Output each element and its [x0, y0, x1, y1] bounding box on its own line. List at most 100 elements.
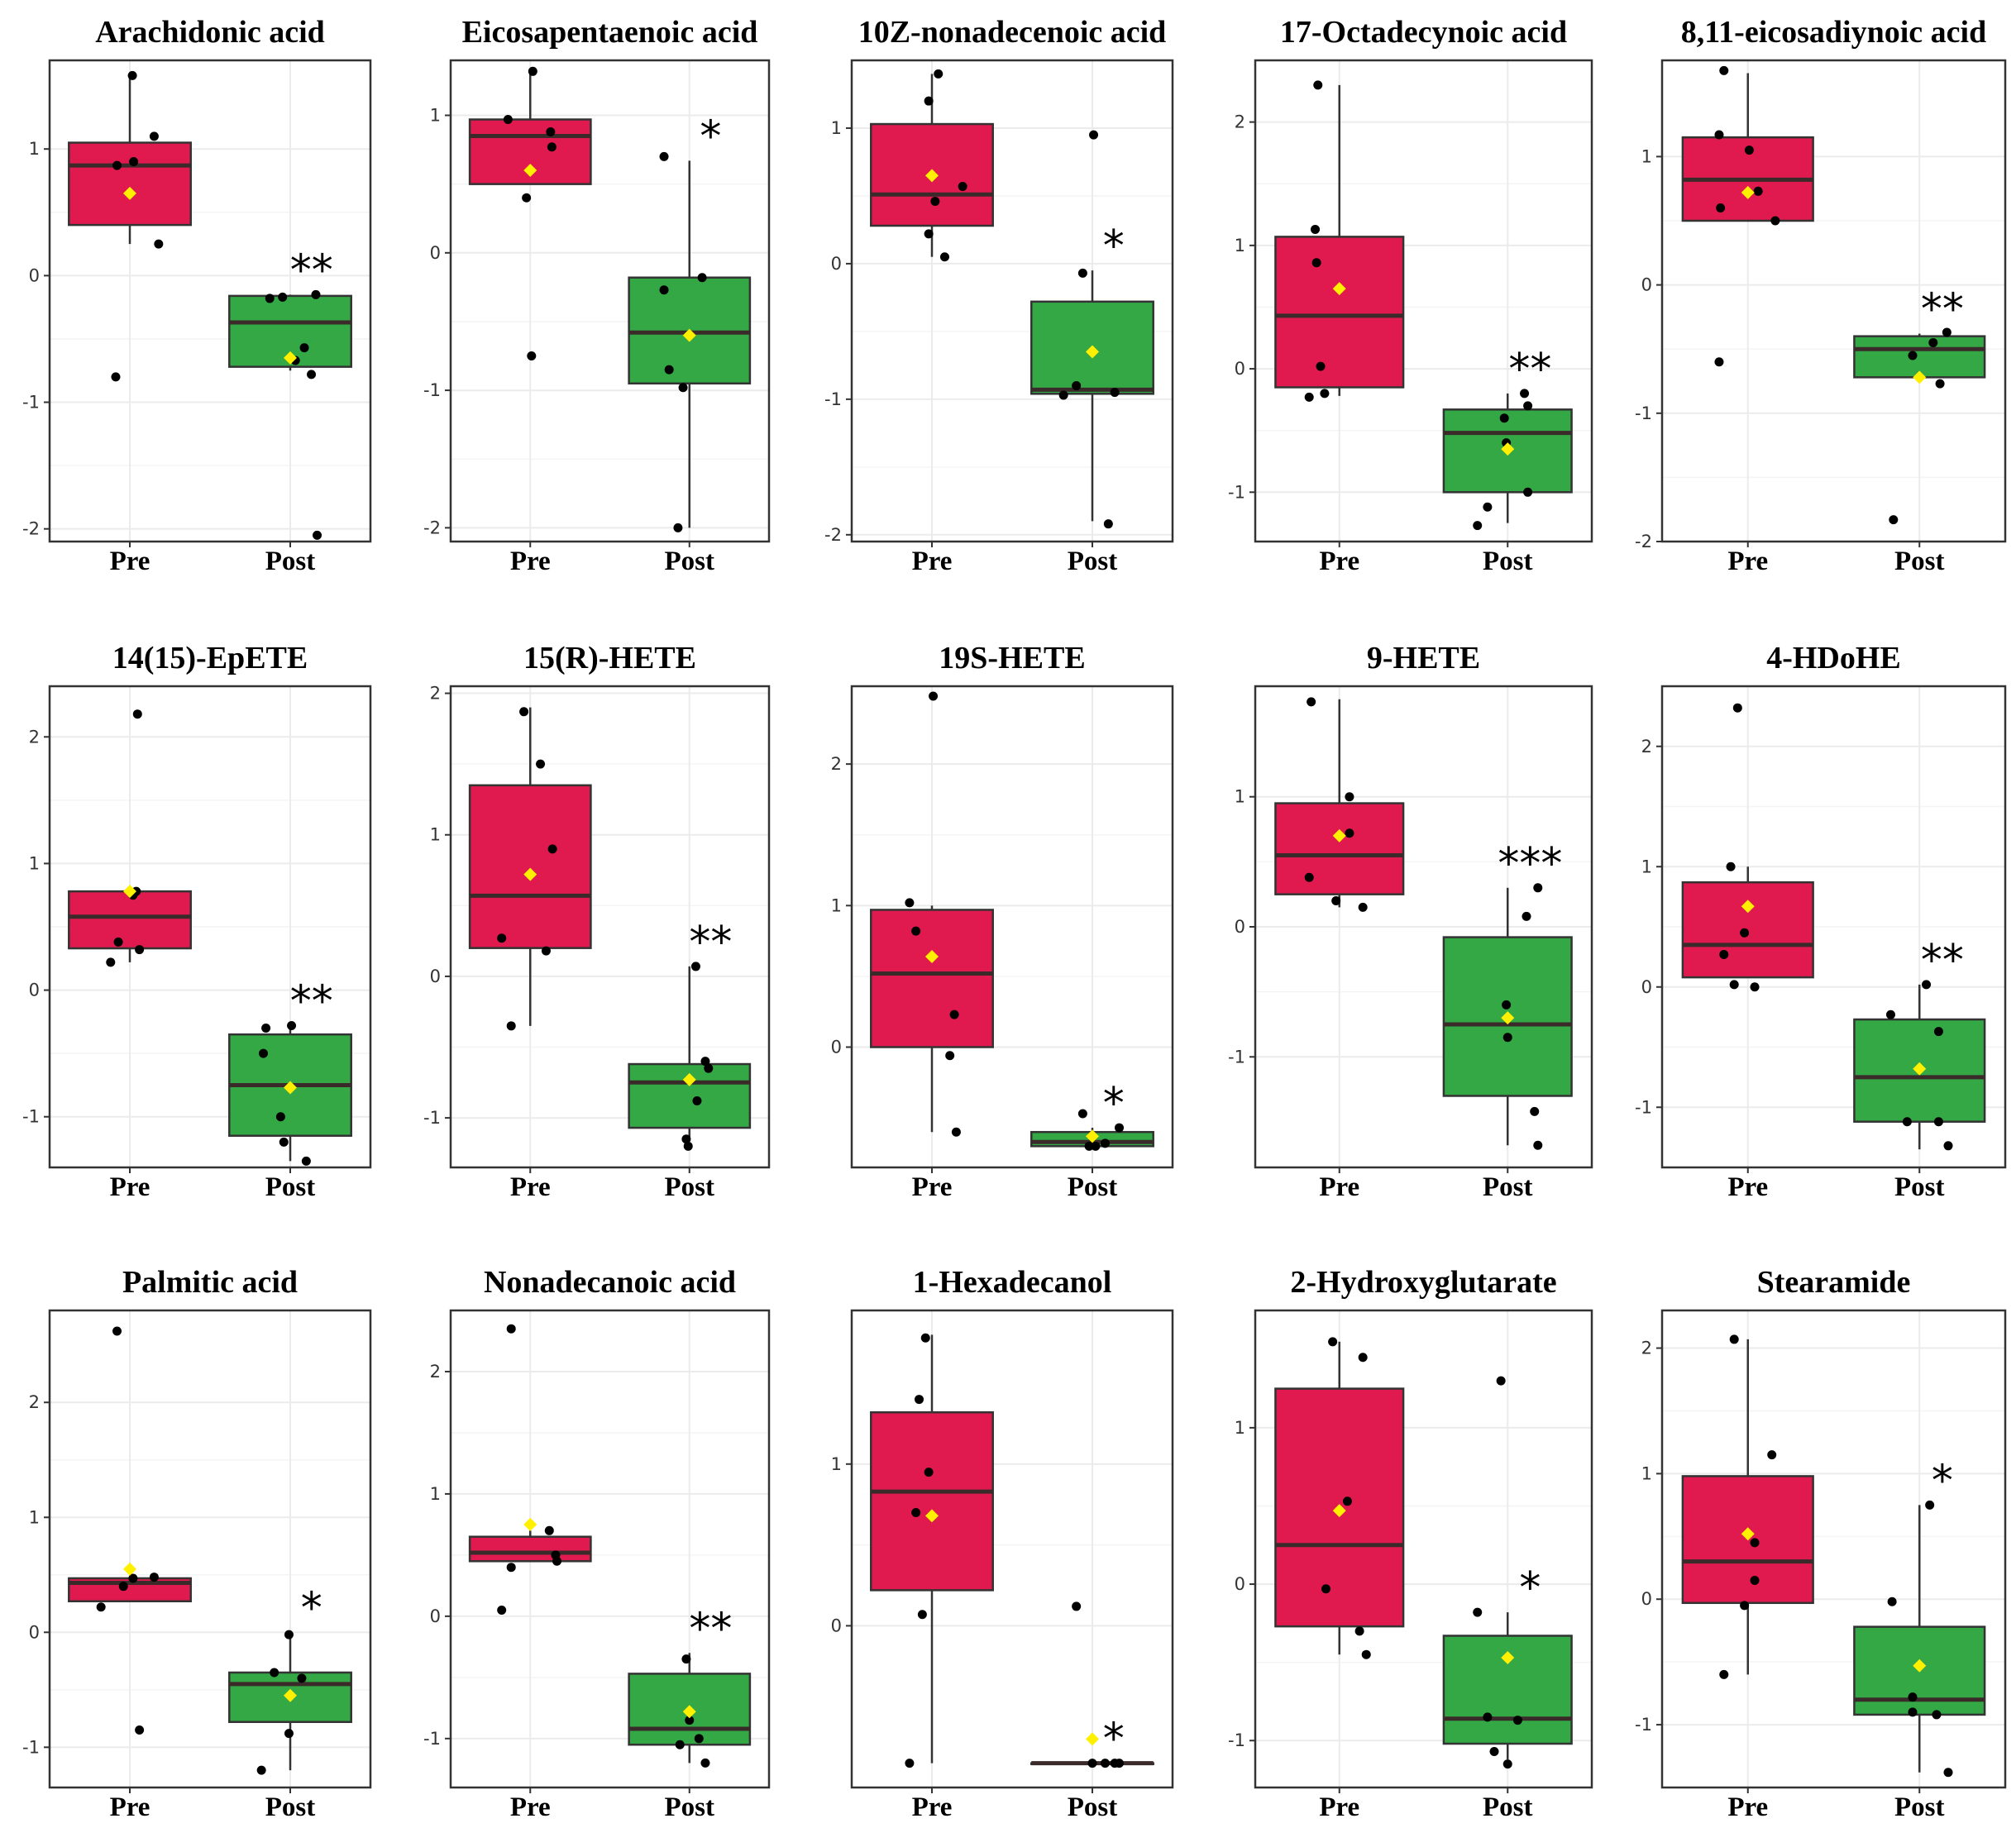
- significance-label: **: [290, 246, 333, 295]
- data-point: [678, 383, 688, 393]
- x-tick-label: Post: [1894, 1792, 1945, 1822]
- data-point: [1726, 861, 1736, 871]
- mean-marker: [1501, 1650, 1515, 1664]
- panel: 8,11-eicosadiynoic acid ** -2 -1 0 1 Pre Post: [1635, 15, 2007, 576]
- y-tick-label: -1: [423, 380, 441, 400]
- y-tick-label: 0: [29, 981, 40, 1000]
- data-point: [1719, 65, 1729, 75]
- y-tick-label: 1: [1235, 1418, 1245, 1438]
- data-point: [915, 1395, 924, 1405]
- box-iqr: [1274, 1387, 1405, 1628]
- data-point: [911, 926, 921, 936]
- panel: 10Z-nonadecenoic acid * -2 -1 0 1 Pre Post: [824, 15, 1174, 576]
- data-point: [1714, 130, 1724, 140]
- data-point: [690, 962, 700, 971]
- data-point: [958, 181, 967, 191]
- plot-frame: [1660, 59, 2007, 543]
- data-point: [275, 1112, 285, 1122]
- y-tick-label: 1: [430, 106, 441, 126]
- plot-frame: [1254, 59, 1593, 543]
- significance-label: **: [689, 918, 732, 967]
- data-point: [917, 1610, 927, 1620]
- x-tick-label: Post: [1483, 1792, 1533, 1822]
- data-point: [934, 69, 944, 79]
- data-point: [132, 709, 142, 719]
- mean-marker: [1913, 1659, 1927, 1673]
- data-point: [1943, 1141, 1953, 1151]
- box-pre: [870, 69, 994, 262]
- y-tick-label: 0: [1235, 917, 1245, 937]
- mean-marker: [1086, 345, 1099, 359]
- data-point: [506, 1324, 516, 1334]
- box-post: [228, 1020, 352, 1166]
- box-pre: [870, 1333, 994, 1768]
- data-point: [1316, 361, 1326, 371]
- mean-marker: [1332, 282, 1346, 296]
- box-pre: [1274, 697, 1405, 912]
- data-point: [1100, 1759, 1110, 1768]
- plot-frame: [48, 685, 372, 1169]
- data-point: [1345, 792, 1354, 802]
- y-tick-label: 0: [831, 254, 842, 274]
- panel: 2-Hydroxyglutarate * -1 0 1 Pre Post: [1228, 1265, 1593, 1822]
- y-tick-label: 0: [1641, 275, 1652, 295]
- data-point: [1908, 351, 1918, 360]
- plot-frame: [850, 1309, 1174, 1789]
- data-point: [675, 1740, 685, 1749]
- data-point: [1496, 1376, 1506, 1386]
- y-tick-label: 1: [1641, 1463, 1652, 1483]
- x-tick-label: Post: [1483, 546, 1533, 576]
- box-pre: [1681, 65, 1814, 367]
- data-point: [1740, 1601, 1750, 1611]
- panel-title: 8,11-eicosadiynoic acid: [1681, 15, 1986, 50]
- data-point: [284, 1729, 294, 1739]
- panel: 1-Hexadecanol * 0 1 Pre Post: [831, 1265, 1174, 1822]
- mean-marker: [1332, 1504, 1346, 1518]
- panel-title: 1-Hexadecanol: [913, 1265, 1112, 1300]
- x-tick-label: Post: [1068, 546, 1118, 576]
- box-pre: [1681, 1334, 1814, 1679]
- mean-marker: [1741, 185, 1755, 199]
- x-tick-label: Post: [1068, 1792, 1118, 1822]
- data-point: [1943, 1768, 1953, 1778]
- mean-marker: [523, 164, 537, 178]
- box-post: [1442, 883, 1573, 1150]
- box-iqr: [870, 909, 994, 1048]
- significance-label: **: [1921, 936, 1964, 986]
- y-tick-label: -1: [1228, 482, 1245, 502]
- y-tick-label: 1: [29, 853, 40, 873]
- significance-label: **: [1508, 345, 1551, 394]
- box-post: [628, 1653, 752, 1768]
- mean-marker: [123, 1562, 136, 1576]
- y-tick-label: 1: [29, 139, 40, 159]
- data-point: [1533, 1140, 1543, 1150]
- x-tick-label: Pre: [110, 1172, 150, 1202]
- data-point: [1753, 186, 1763, 196]
- box-iqr: [870, 1410, 994, 1592]
- data-point: [311, 289, 321, 299]
- data-point: [1311, 224, 1321, 234]
- data-point: [704, 1063, 714, 1073]
- data-point: [1084, 1141, 1094, 1151]
- data-point: [1307, 697, 1316, 707]
- y-tick-label: 0: [831, 1616, 842, 1635]
- data-point: [1091, 1141, 1101, 1151]
- data-point: [1499, 413, 1509, 423]
- data-point: [1087, 1759, 1097, 1768]
- data-point: [700, 1758, 710, 1768]
- y-tick-label: -1: [22, 1107, 40, 1127]
- data-point: [1533, 883, 1543, 893]
- x-tick-label: Pre: [1727, 1792, 1768, 1822]
- data-point: [905, 1759, 915, 1768]
- box-iqr: [468, 784, 592, 949]
- data-point: [522, 193, 532, 203]
- box-pre: [1274, 1337, 1405, 1659]
- data-point: [1885, 1009, 1895, 1019]
- y-tick-label: 1: [831, 118, 842, 138]
- y-tick-label: -2: [423, 518, 441, 537]
- y-tick-label: 2: [1641, 1339, 1652, 1358]
- y-tick-label: -1: [1635, 1715, 1652, 1735]
- x-tick-label: Pre: [110, 1792, 150, 1822]
- data-point: [1767, 1450, 1777, 1460]
- panel-title: 14(15)-EpETE: [112, 641, 308, 675]
